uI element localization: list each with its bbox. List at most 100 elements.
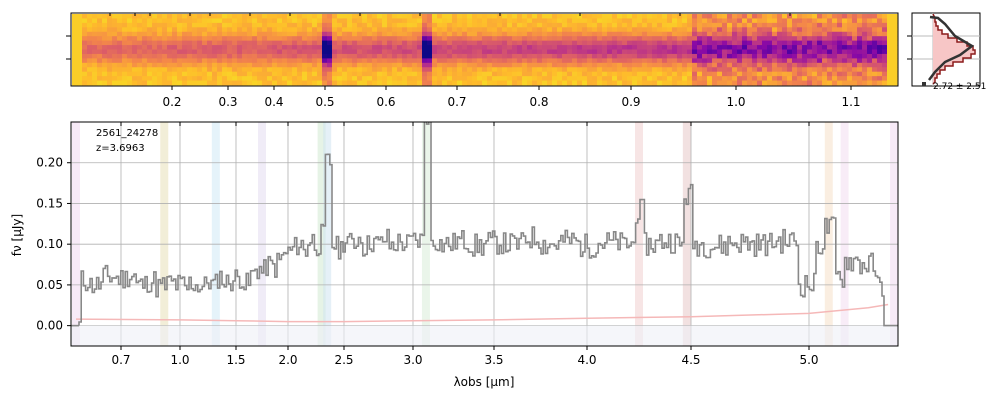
heatmap-cell — [782, 76, 788, 81]
heatmap-cell — [782, 36, 788, 42]
heatmap-cell — [302, 53, 308, 59]
heatmap-cell — [482, 62, 488, 68]
heatmap-cell — [287, 22, 293, 28]
heatmap-cell — [857, 71, 863, 77]
heatmap-cell — [302, 22, 308, 28]
heatmap-cell — [117, 27, 123, 33]
heatmap-cell — [82, 58, 88, 64]
heatmap-cell — [102, 22, 108, 28]
heatmap-cell — [197, 31, 203, 37]
heatmap-cell — [312, 31, 318, 37]
heatmap-cell — [172, 27, 178, 33]
heatmap-cell — [812, 67, 818, 73]
heatmap-cell — [552, 14, 558, 19]
heatmap-cell — [477, 18, 483, 24]
heatmap-cell — [257, 14, 263, 19]
heatmap-cell — [117, 40, 123, 46]
heatmap-cell — [262, 45, 268, 50]
heatmap-cell — [447, 67, 453, 73]
heatmap-cell — [177, 71, 183, 77]
heatmap-cell — [442, 62, 448, 68]
heatmap-cell — [142, 22, 148, 28]
heatmap-cell — [832, 45, 838, 50]
heatmap-cell — [372, 22, 378, 28]
heatmap-cell — [232, 58, 238, 64]
heatmap-cell — [252, 58, 258, 64]
heatmap-cell — [807, 31, 813, 37]
heatmap-cell — [777, 49, 783, 55]
heatmap-cell — [577, 40, 583, 46]
heatmap-cell — [432, 22, 438, 28]
heatmap-cell — [472, 53, 478, 59]
heatmap-cell — [712, 27, 718, 33]
heatmap-cell — [847, 36, 853, 42]
heatmap-cell — [592, 22, 598, 28]
heatmap-cell — [87, 53, 93, 59]
heatmap-cell — [72, 31, 78, 37]
heatmap-cell — [237, 18, 243, 24]
heatmap-cell — [142, 62, 148, 68]
heatmap-cell — [277, 80, 283, 86]
heatmap-cell — [277, 76, 283, 81]
heatmap-cell — [657, 49, 663, 55]
heatmap-cell — [522, 53, 528, 59]
heatmap-cell — [542, 14, 548, 19]
heatmap-cell — [77, 76, 83, 81]
heatmap-cell — [87, 71, 93, 77]
heatmap-cell — [787, 76, 793, 81]
heatmap-cell — [252, 76, 258, 81]
heatmap-cell — [732, 27, 738, 33]
heatmap-cell — [102, 40, 108, 46]
heatmap-cell — [642, 22, 648, 28]
heatmap-cell — [187, 67, 193, 73]
heatmap-cell — [802, 27, 808, 33]
heatmap-cell — [892, 40, 898, 46]
heatmap-cell — [727, 45, 733, 50]
heatmap-cell — [887, 71, 893, 77]
heatmap-cell — [197, 58, 203, 64]
heatmap-cell — [97, 49, 103, 55]
heatmap-cell — [102, 31, 108, 37]
spectrum-frame — [70, 121, 899, 347]
heatmap-cell — [632, 31, 638, 37]
heatmap-cell — [682, 53, 688, 59]
heatmap-cell — [102, 62, 108, 68]
heatmap-cell — [427, 62, 433, 68]
heatmap-cell — [352, 18, 358, 24]
heatmap-cell — [692, 58, 698, 64]
heatmap-cell — [877, 36, 883, 42]
heatmap-cell — [692, 36, 698, 42]
heatmap-cell — [77, 45, 83, 50]
heatmap-cell — [312, 40, 318, 46]
heatmap-cell — [597, 18, 603, 24]
heatmap-cell — [582, 71, 588, 77]
heatmap-cell — [332, 40, 338, 46]
heatmap-cell — [622, 18, 628, 24]
heatmap-cell — [402, 40, 408, 46]
heatmap-cell — [822, 27, 828, 33]
heatmap-cell — [652, 76, 658, 81]
heatmap-cell — [362, 40, 368, 46]
heatmap-cell — [362, 22, 368, 28]
heatmap-cell — [692, 31, 698, 37]
heatmap-cell — [227, 45, 233, 50]
heatmap-cell — [757, 18, 763, 24]
heatmap-cell — [222, 36, 228, 42]
heatmap-cell — [432, 45, 438, 50]
heatmap-cell — [767, 67, 773, 73]
heatmap-cell — [172, 45, 178, 50]
heatmap-cell — [332, 58, 338, 64]
heatmap-cell — [357, 49, 363, 55]
heatmap-cell — [817, 62, 823, 68]
heatmap-cell — [677, 62, 683, 68]
heatmap-cell — [567, 49, 573, 55]
heatmap-cell — [327, 18, 333, 24]
heatmap-cell — [422, 53, 428, 59]
heatmap-cell — [772, 58, 778, 64]
heatmap-cell — [97, 58, 103, 64]
heatmap-cell — [307, 80, 313, 86]
heatmap-cell — [797, 22, 803, 28]
heatmap-cell — [772, 22, 778, 28]
heatmap-cell — [232, 53, 238, 59]
heatmap-cell — [362, 27, 368, 33]
